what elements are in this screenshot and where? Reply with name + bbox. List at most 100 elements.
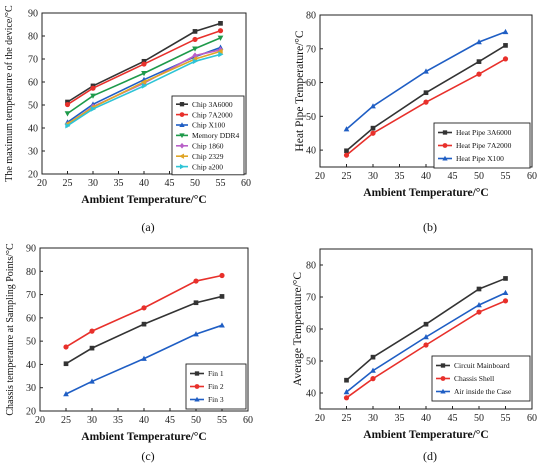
legend-label: Air inside the Case	[454, 387, 512, 396]
data-point	[344, 148, 349, 154]
data-point	[476, 286, 482, 292]
y-tick-label: 40	[306, 389, 316, 400]
legend-label: Fin 2	[208, 382, 224, 391]
x-tick-label: 20	[315, 413, 325, 424]
data-point	[370, 125, 376, 131]
x-tick-label: 50	[190, 178, 200, 189]
data-point	[217, 28, 224, 34]
panel-label: (a)	[141, 220, 154, 234]
legend-swatch-marker	[440, 363, 446, 368]
data-point	[476, 71, 482, 77]
y-axis-title: Chassis temperature at Sampling Points/°…	[5, 243, 16, 416]
legend-label: Chip 1860	[192, 142, 224, 151]
x-tick-label: 30	[87, 415, 97, 426]
x-axis-title: Ambient Temperature/°C	[81, 194, 206, 206]
series-2	[64, 28, 224, 108]
data-point	[219, 294, 225, 299]
y-tick-label: 90	[28, 9, 38, 20]
y-tick-label: 50	[28, 101, 38, 112]
x-tick-label: 50	[474, 413, 484, 424]
x-tick-label: 35	[114, 178, 124, 189]
data-point	[141, 79, 147, 85]
data-point	[141, 61, 147, 67]
data-point	[64, 111, 71, 117]
x-tick-label: 25	[61, 415, 71, 426]
y-tick-label: 60	[306, 325, 316, 336]
y-tick-label: 50	[306, 357, 316, 368]
y-tick-label: 70	[26, 290, 36, 301]
data-point	[343, 389, 350, 395]
data-point	[141, 305, 147, 311]
x-tick-label: 50	[191, 415, 201, 426]
data-point	[370, 354, 376, 360]
data-point	[218, 21, 223, 26]
y-axis-title: Average Temperature/°C	[292, 272, 304, 386]
data-point	[217, 48, 223, 55]
legend-label: Chassis Shell	[454, 374, 494, 383]
legend-swatch-marker	[179, 153, 185, 159]
y-tick-label: 50	[26, 337, 36, 348]
y-axis-title: The maximum temperature of the device/°C	[4, 5, 15, 182]
chart-panel-3: 20 25 30 35 40 45 50 55 60 20 30 40 50 60 70 80 90 Ambien…	[5, 243, 253, 463]
data-point	[90, 106, 96, 112]
legend-swatch-marker	[179, 112, 185, 117]
x-tick-label: 25	[342, 413, 352, 424]
x-tick-label: 45	[448, 171, 458, 182]
x-tick-label: 60	[241, 178, 251, 189]
x-tick-label: 60	[527, 171, 537, 182]
data-point	[141, 355, 147, 361]
panel-label: (d)	[423, 449, 437, 463]
y-tick-label: 80	[26, 267, 36, 278]
legend-label: Memory DDR4	[192, 131, 240, 140]
data-point	[370, 103, 376, 109]
legend-swatch-marker	[179, 133, 185, 139]
data-point	[192, 36, 198, 43]
x-axis-title: Ambient Temperature/°C	[81, 431, 206, 443]
legend-swatch-marker	[442, 143, 448, 148]
data-point	[219, 322, 225, 328]
legend-swatch-marker	[179, 163, 185, 170]
x-tick-label: 25	[342, 171, 352, 182]
y-tick-label: 20	[26, 407, 36, 418]
data-point	[370, 376, 376, 382]
x-tick-label: 30	[368, 171, 378, 182]
data-point	[193, 331, 199, 337]
x-tick-label: 35	[113, 415, 123, 426]
legend-label: Chip a200	[192, 162, 223, 171]
data-point	[370, 130, 376, 136]
panel-label: (b)	[423, 220, 437, 234]
data-point	[344, 377, 349, 383]
data-point	[90, 93, 96, 99]
x-axis-title: Ambient Temperature/°C	[363, 187, 488, 199]
legend-label: Circuit Mainboard	[454, 361, 510, 370]
panel-label: (c)	[141, 449, 154, 463]
series-3	[343, 28, 509, 132]
data-point	[503, 43, 508, 48]
chart-panel-4: 20 25 30 35 40 45 50 55 60 40 50 60 70 80 Ambient Temp…	[292, 248, 537, 463]
data-point	[423, 342, 429, 348]
legend-swatch-marker	[179, 102, 185, 107]
y-tick-label: 70	[306, 44, 316, 55]
data-point	[343, 395, 350, 401]
x-tick-label: 40	[139, 415, 149, 426]
data-point	[89, 328, 95, 334]
series-2	[63, 272, 225, 350]
data-point	[192, 46, 198, 52]
data-point	[503, 276, 508, 281]
y-tick-label: 20	[28, 170, 38, 181]
legend-label: Heat Pipe 3A6000	[456, 128, 512, 137]
chart-panel-1: 20 25 30 35 40 45 50 55 60 20 30 40 50 60 70 80 90 Ambien…	[4, 5, 251, 234]
legend-swatch-marker	[179, 122, 185, 128]
x-tick-label: 60	[243, 415, 253, 426]
data-point	[217, 35, 224, 41]
series-1	[344, 276, 508, 383]
x-tick-label: 35	[395, 413, 405, 424]
x-tick-label: 55	[501, 171, 511, 182]
data-point	[423, 334, 429, 340]
legend-label: Chip X100	[192, 121, 225, 130]
legend-swatch-marker	[194, 384, 200, 389]
x-tick-label: 20	[35, 415, 45, 426]
data-point	[193, 300, 199, 306]
